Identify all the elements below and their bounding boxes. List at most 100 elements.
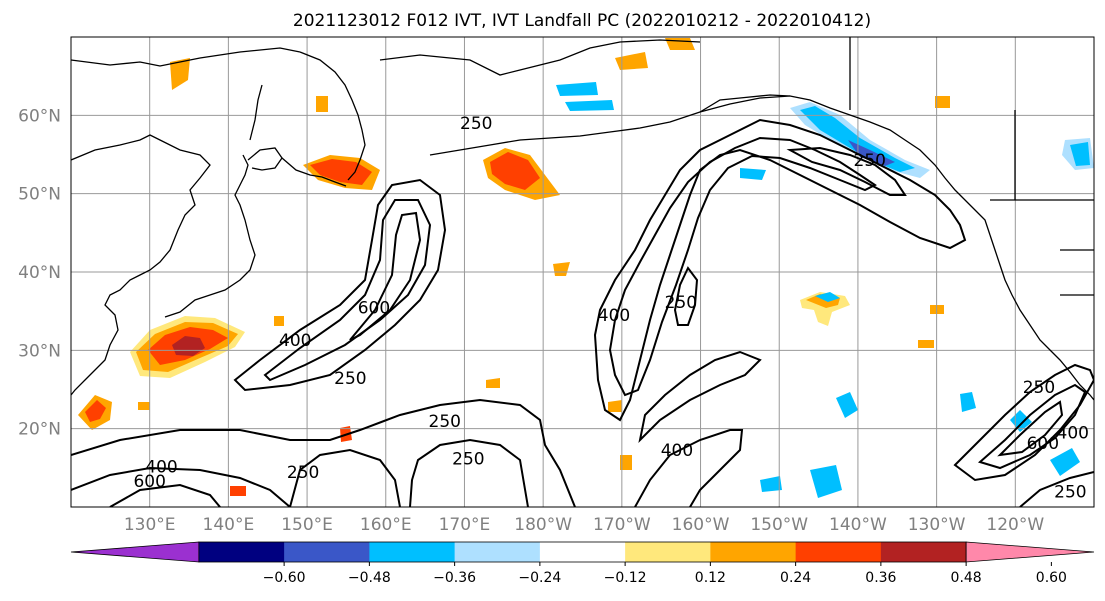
lon-label-10: 130°W [908,515,966,535]
colorbar-tick-label-2: −0.36 [433,570,476,586]
coast-sea-of-okhotsk-north [71,47,301,67]
contour-ws-600 [109,483,221,507]
contour-label-14: 600 [1027,434,1059,454]
contour-labels: 4006002502502502502504006004002504002502… [133,114,1089,502]
contour-label-12: 250 [854,151,886,171]
contour-label-4: 250 [429,412,461,432]
lon-label-11: 120°W [986,515,1044,535]
contour-jet-600 [349,211,422,341]
contour-baja-400 [977,383,1087,470]
colorbar-tick-label-9: 0.60 [1036,570,1067,586]
lat-label-4: 60°N [18,106,61,126]
coastlines-and-borders [71,37,1094,401]
contour-label-15: 400 [1057,424,1089,444]
colorbar-tick-label-0: −0.60 [263,570,306,586]
colorbar-segment-4 [539,542,626,562]
shading-blob-east-pacific [800,292,850,326]
lat-label-0: 20°N [18,420,61,440]
colorbar-tick-label-5: 0.12 [695,570,726,586]
colorbar-tick-label-8: 0.48 [951,570,982,586]
colorbar-segment-7 [795,542,882,562]
contour-label-11: 400 [661,441,693,461]
lon-label-8: 150°W [750,515,808,535]
ivt-contours [71,118,1094,507]
contour-label-13: 250 [1023,378,1055,398]
coast-siberia-ne [379,39,701,76]
contour-ws-250c [289,448,401,507]
shading-blob-taiwan-okinawa [130,316,245,378]
coast-kuril-chain [281,157,347,187]
colorbar-segment-3 [454,542,541,562]
colorbar-tick-label-6: 0.24 [780,570,811,586]
contour-jet-400 [263,199,432,382]
contour-gulf-250 [786,146,907,196]
contour-baja-600 [997,400,1064,457]
contour-east-250c [638,350,762,444]
lon-label-2: 150°E [281,515,333,535]
contour-label-8: 600 [133,472,165,492]
colorbar-tick-label-7: 0.36 [865,570,896,586]
coast-aleutians [429,95,791,156]
coast-na-west [989,234,1094,401]
contour-label-6: 250 [287,463,319,483]
colorbar-segment-1 [284,542,370,562]
contour-baja-250b [1019,471,1094,507]
contour-east-250 [593,118,967,422]
contour-baja-250 [953,363,1094,482]
lon-label-4: 170°E [439,515,491,535]
shading-blob-kuril [303,155,380,190]
contour-label-1: 600 [358,298,390,318]
coast-kamchatka [299,51,366,181]
map-frame [70,36,1095,508]
colorbar-extend-high [965,541,1095,563]
colorbar-segment-5 [625,542,711,562]
colorbar-frame [198,541,967,563]
map-panel: 4006002502502502502504006004002504002502… [18,36,1095,535]
colorbar: −0.60 −0.48 −0.36 −0.24 −0.12 0.12 0.24 0.36 0.4… [70,541,1095,586]
contour-label-2: 250 [334,369,366,389]
lon-label-6: 170°W [593,515,651,535]
lat-label-3: 50°N [18,185,61,205]
contour-label-16: 250 [1054,482,1086,502]
colorbar-segment-2 [369,542,456,562]
contour-subtropical-250 [71,398,576,507]
lat-label-1: 30°N [18,341,61,361]
lon-label-1: 140°E [203,515,255,535]
contour-label-5: 250 [452,449,484,469]
lon-label-9: 140°W [829,515,887,535]
lon-label-7: 160°W [672,515,730,535]
contour-label-9: 400 [598,306,630,326]
colorbar-tick-label-4: −0.12 [604,570,647,586]
coast-asia-mainland [71,134,211,396]
longitude-labels: 130°E 140°E 150°E 160°E 170°E 180°W 170°W 160°W… [124,515,1045,535]
lon-label-5: 180°W [514,515,572,535]
lon-label-0: 130°E [124,515,176,535]
shading-blob-subtropical-dots [138,38,1080,498]
contour-label-7: 400 [145,457,177,477]
figure-title: 2021123012 F012 IVT, IVT Landfall PC (20… [293,11,871,31]
lat-label-2: 40°N [18,263,61,283]
contour-label-10: 250 [665,293,697,313]
colorbar-tick-label-1: −0.48 [348,570,391,586]
colorbar-extend-low [70,541,200,563]
shading-blob-central-north-pacific [483,148,560,200]
contour-ws-400 [71,466,291,507]
contour-east-400 [608,136,877,397]
border-provinces [1014,110,1094,296]
colorbar-segment-0 [198,542,285,562]
contour-subtropical-250b [409,438,529,507]
coast-sakhalin [249,84,263,141]
contour-jet-250 [233,178,447,392]
shading-blob-east-china-sea [78,395,112,430]
colorbar-segment-8 [880,542,967,562]
coast-alaska-south [699,94,991,236]
colorbar-segment-6 [710,542,797,562]
coast-japan-kyushu-honshu [164,154,256,318]
latitude-labels: 20°N 30°N 40°N 50°N 60°N [18,106,61,439]
pc-shading [78,38,1094,498]
colorbar-tick-label-3: −0.24 [518,570,561,586]
contour-label-3: 250 [460,114,492,134]
shading-blob-canada-east [1062,138,1094,170]
contour-central-250d [634,429,744,507]
